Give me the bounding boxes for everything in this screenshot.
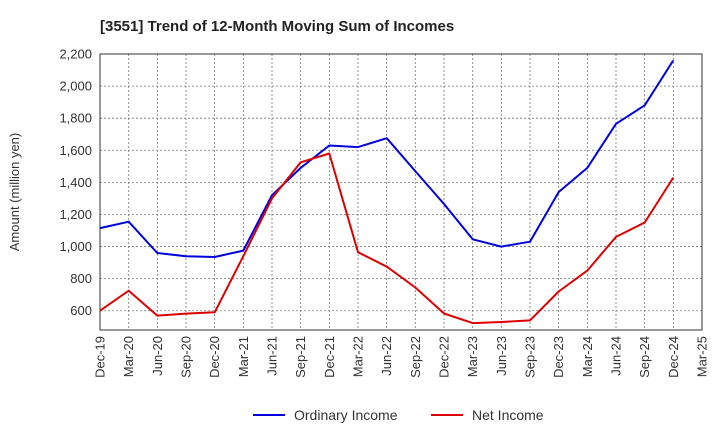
x-tick-label: Mar-22 (351, 336, 366, 377)
x-tick-label: Dec-24 (666, 336, 681, 378)
x-tick-label: Mar-20 (121, 336, 136, 377)
x-tick-label: Dec-21 (322, 336, 337, 378)
grid (99, 53, 703, 330)
series-line-net-income (99, 152, 675, 325)
series-line-ordinary-income (99, 59, 675, 258)
x-tick-label: Sep-21 (293, 336, 308, 378)
y-tick-label: 1,200 (59, 207, 92, 222)
legend: Ordinary Income Net Income (253, 407, 544, 423)
x-tick-label: Jun-24 (609, 336, 624, 376)
x-tick-label: Sep-24 (637, 336, 652, 378)
x-tick-label: Jun-22 (379, 336, 394, 376)
axes: 600 800 1,000 1,200 1,400 1,600 1,800 2,000 2,20… (59, 47, 709, 378)
x-tick-label: Sep-20 (179, 336, 194, 378)
y-axis-label: Amount (million yen) (7, 133, 22, 252)
chart-title: [3551] Trend of 12-Month Moving Sum of I… (100, 18, 454, 35)
y-tick-label: 2,200 (59, 47, 92, 62)
legend-label: Ordinary Income (294, 407, 398, 423)
plot-border (99, 53, 703, 331)
x-tick-label: Mar-24 (580, 336, 595, 377)
x-tick-label: Mar-23 (465, 336, 480, 377)
x-tick-label: Jun-23 (494, 336, 509, 376)
x-tick-label: Sep-23 (523, 336, 538, 378)
y-tick-label: 600 (70, 303, 92, 318)
x-tick-label: Mar-25 (695, 336, 710, 377)
y-tick-label: 800 (70, 271, 92, 286)
series (99, 59, 675, 325)
x-tick-label: Jun-21 (265, 336, 280, 376)
y-tick-label: 1,400 (59, 175, 92, 190)
plot-area (100, 54, 702, 330)
x-tick-label: Dec-23 (551, 336, 566, 378)
x-tick-label: Dec-19 (93, 336, 108, 378)
y-tick-label: 1,000 (59, 239, 92, 254)
y-tick-label: 1,600 (59, 143, 92, 158)
x-tick-label: Dec-22 (437, 336, 452, 378)
x-tick-label: Mar-21 (236, 336, 251, 377)
x-tick-label: Sep-22 (408, 336, 423, 378)
y-tick-label: 2,000 (59, 79, 92, 94)
x-tick-label: Dec-20 (207, 336, 222, 378)
x-tick-label: Jun-20 (150, 336, 165, 376)
legend-label: Net Income (472, 407, 544, 423)
y-tick-label: 1,800 (59, 111, 92, 126)
